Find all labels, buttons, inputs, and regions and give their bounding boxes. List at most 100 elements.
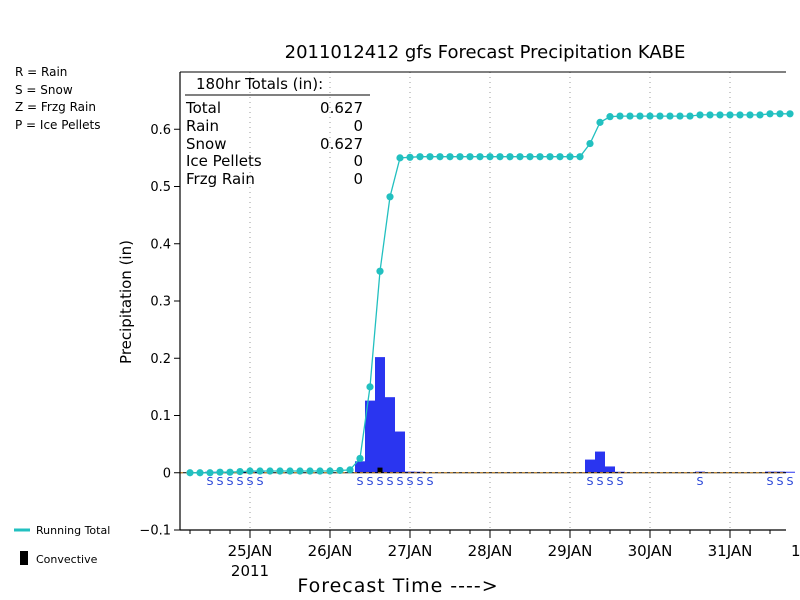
y-axis-label: Precipitation (in)	[117, 240, 135, 364]
precip-type-marker: S	[247, 475, 254, 488]
snow-bar	[405, 471, 415, 473]
precip-type-marker: S	[407, 475, 414, 488]
totals-label-rain: Rain	[186, 117, 219, 135]
snow-bar	[605, 466, 615, 473]
x-axis-label: Forecast Time ---->	[297, 575, 498, 597]
x-tick-label-1feb: 1FEB	[791, 542, 800, 560]
precip-type-marker: S	[427, 475, 434, 488]
running-total-point	[696, 111, 704, 119]
running-total-point	[356, 454, 364, 463]
running-total-point	[716, 111, 724, 119]
running-total-point	[406, 153, 414, 161]
y-tick-label: 0.6	[150, 123, 171, 138]
running-total-point	[756, 111, 764, 119]
running-total-point	[456, 153, 464, 161]
convective-bar	[377, 467, 383, 473]
totals-box: 180hr Totals (in): Total 0.627 Rain 0 Sn…	[185, 75, 370, 188]
legend-rain: R = Rain	[15, 65, 67, 79]
x-tick-label-28jan: 28JAN	[468, 542, 513, 560]
totals-label-total: Total	[185, 99, 221, 117]
running-total-point	[316, 467, 324, 475]
running-total-point	[656, 112, 664, 120]
running-total-point	[576, 153, 584, 161]
running-total-point	[776, 110, 784, 118]
snow-bar	[375, 357, 385, 473]
precip-type-marker: S	[387, 475, 394, 488]
precip-type-marker: S	[607, 475, 614, 488]
snow-bar	[775, 471, 785, 473]
running-total-point	[396, 154, 404, 162]
precip-type-marker: S	[597, 475, 604, 488]
running-total-point	[496, 153, 504, 161]
running-total-point	[326, 467, 334, 475]
precip-type-marker: S	[397, 475, 404, 488]
snow-bar	[595, 451, 605, 473]
running-total-point	[596, 118, 604, 126]
precip-type-marker: S	[257, 475, 264, 488]
snow-bar	[385, 397, 395, 473]
precip-type-marker: S	[417, 475, 424, 488]
running-total-point	[426, 153, 434, 161]
precip-type-marker: S	[587, 475, 594, 488]
precip-type-marker: S	[357, 475, 364, 488]
running-total-point	[246, 467, 254, 475]
y-tick-label: 0.3	[150, 295, 171, 310]
legend-convective-swatch	[20, 551, 28, 565]
running-total-point	[506, 153, 514, 161]
totals-label-ice-pellets: Ice Pellets	[186, 152, 262, 170]
x-tick-sublabel: 2011	[231, 562, 269, 580]
running-total-point	[486, 153, 494, 161]
snow-bar	[365, 400, 375, 473]
totals-value-rain: 0	[353, 117, 363, 135]
plot-frame	[179, 71, 786, 531]
totals-value-total: 0.627	[320, 99, 363, 117]
precip-type-marker: S	[617, 475, 624, 488]
x-tick-label-26jan: 26JAN	[308, 542, 353, 560]
running-total-point	[646, 112, 654, 120]
running-total-point	[206, 469, 214, 477]
running-total-point	[366, 383, 374, 391]
running-total-point	[566, 153, 574, 161]
chart-title: 2011012412 gfs Forecast Precipitation KA…	[285, 42, 686, 63]
y-axis-ticks: −0.1 0 0.1 0.2 0.3 0.4 0.5 0.6	[139, 123, 180, 539]
x-tick-label-30jan: 30JAN	[628, 542, 673, 560]
precip-type-marker: S	[237, 475, 244, 488]
legend-snow: S = Snow	[15, 83, 73, 97]
running-total-point	[666, 112, 674, 120]
totals-value-ice-pellets: 0	[353, 152, 363, 170]
running-total-point	[676, 112, 684, 120]
totals-header: 180hr Totals (in):	[196, 75, 323, 93]
x-tick-label-31jan: 31JAN	[708, 542, 753, 560]
bars	[205, 357, 795, 473]
running-total-point	[746, 111, 754, 119]
legend: R = Rain S = Snow Z = Frzg Rain P = Ice …	[14, 65, 110, 566]
running-total-point	[476, 153, 484, 161]
legend-running-total: Running Total	[36, 524, 110, 537]
running-total-point	[226, 468, 234, 476]
y-tick-label: −0.1	[139, 524, 171, 539]
legend-frzg-rain: Z = Frzg Rain	[15, 100, 96, 114]
totals-label-frzg-rain: Frzg Rain	[186, 170, 255, 188]
running-total-point	[236, 468, 244, 476]
running-total-point	[536, 153, 544, 161]
running-total-point	[516, 153, 524, 161]
totals-label-snow: Snow	[186, 135, 226, 153]
running-total-point	[296, 467, 304, 475]
totals-value-frzg-rain: 0	[353, 170, 363, 188]
running-total-point	[706, 111, 714, 119]
running-total-point	[336, 466, 344, 475]
running-total-point	[446, 153, 454, 161]
running-total-point	[186, 469, 194, 477]
running-total-point	[726, 111, 734, 119]
totals-value-snow: 0.627	[320, 135, 363, 153]
x-tick-label-29jan: 29JAN	[548, 542, 593, 560]
snow-bar	[785, 471, 795, 473]
running-total-point	[636, 112, 644, 120]
y-tick-label: 0.4	[150, 237, 171, 252]
snow-bar	[355, 461, 365, 473]
running-total-point	[276, 467, 284, 475]
x-tick-label-25jan: 25JAN	[228, 542, 273, 560]
precip-type-marker: S	[227, 475, 234, 488]
